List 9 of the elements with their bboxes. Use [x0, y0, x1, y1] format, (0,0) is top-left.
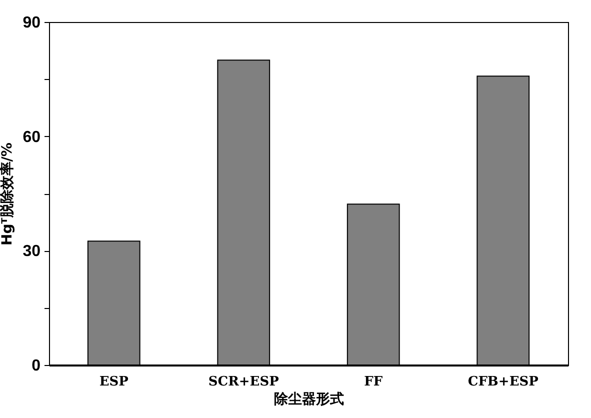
y-tick-label: 0 — [32, 358, 41, 374]
y-tick-label: 90 — [22, 14, 41, 32]
x-axis-title: 除尘器形式 — [274, 392, 344, 408]
y-tick-label: 60 — [22, 128, 41, 146]
y-tick-label: 30 — [22, 243, 41, 260]
x-tick-label: FF — [364, 374, 384, 390]
x-tick-label: CFB+ESP — [468, 374, 539, 390]
x-tick-label: SCR+ESP — [208, 374, 280, 390]
x-tick-label: ESP — [99, 374, 129, 390]
